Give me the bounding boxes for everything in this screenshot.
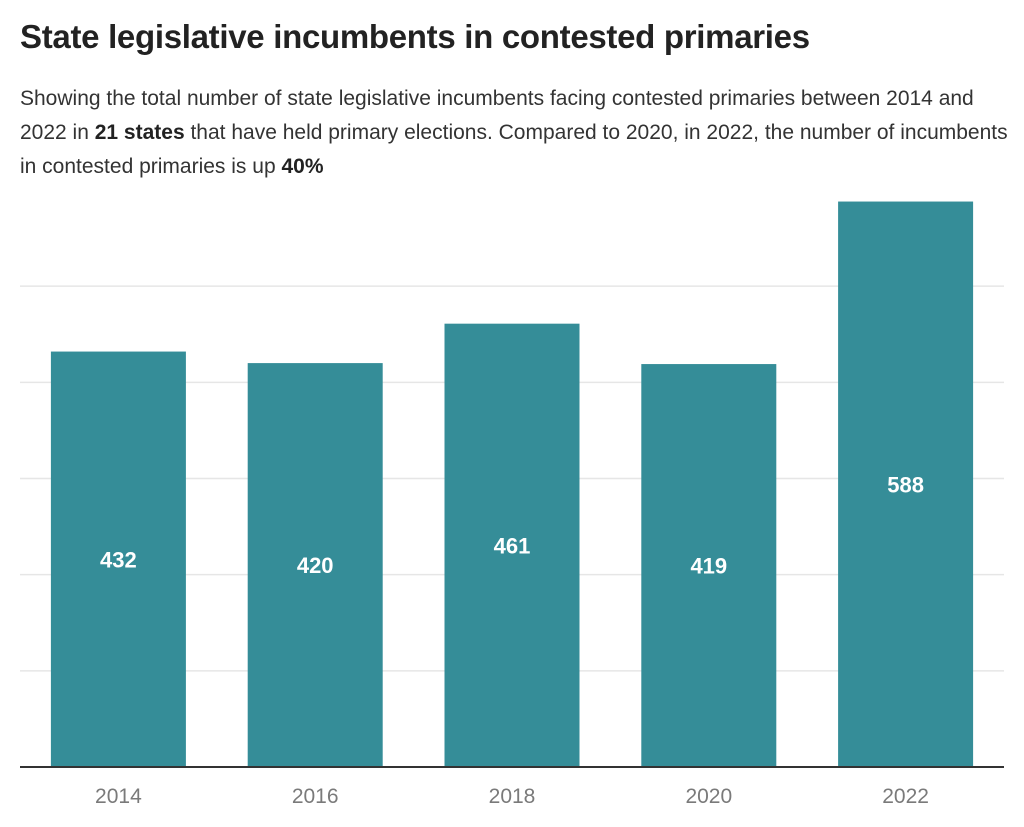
chart-title: State legislative incumbents in conteste… (20, 18, 810, 55)
subtitle-text-2: that have held primary elections. Compar… (20, 121, 1008, 178)
bar-2016 (247, 363, 383, 767)
x-tick-label: 2022 (882, 785, 929, 808)
x-tick-label: 2020 (685, 785, 732, 808)
bar-value-label: 461 (494, 533, 531, 558)
bar-value-label: 420 (297, 553, 334, 578)
chart-subtitle: Showing the total number of state legisl… (20, 82, 1010, 184)
subtitle-percent-change: 40% (281, 155, 324, 178)
subtitle-states-count: 21 states (94, 121, 185, 144)
bar-value-label: 588 (887, 472, 924, 497)
x-tick-labels: 2014 2016 2018 2020 2022 (95, 785, 929, 808)
bar-2022 (838, 201, 974, 768)
bar-value-label: 432 (100, 547, 137, 572)
bars (50, 201, 974, 768)
subtitle-text-1: Showing the total number of state legisl… (20, 87, 974, 144)
bar-2018 (444, 323, 580, 767)
bar-2014 (50, 351, 186, 767)
x-tick-label: 2018 (489, 785, 536, 808)
bar-value-label: 419 (690, 554, 727, 579)
bar-labels: 432 420 461 419 588 (100, 472, 924, 578)
x-tick-label: 2016 (292, 785, 339, 808)
bar-2020 (641, 364, 777, 767)
x-tick-label: 2014 (95, 785, 142, 808)
